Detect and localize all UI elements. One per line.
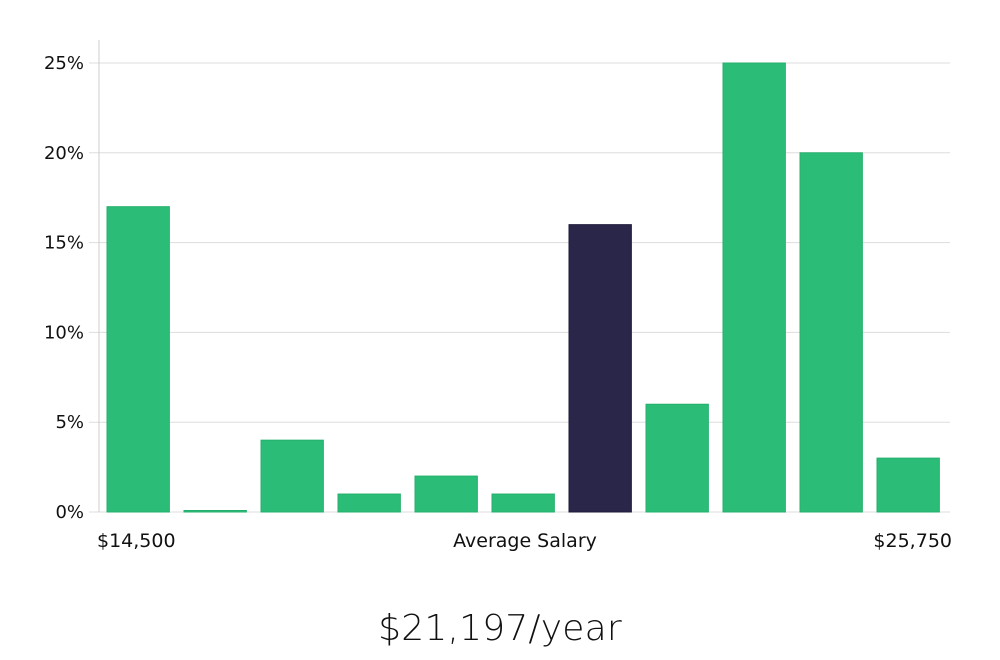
y-tick-label: 25% [44, 53, 84, 74]
bar [337, 493, 401, 513]
bar [799, 152, 863, 513]
bar [645, 403, 709, 513]
bar [491, 493, 555, 513]
y-tick-label: 10% [44, 322, 84, 343]
y-tick-label: 0% [55, 502, 84, 523]
x-min-label: $14,500 [97, 530, 176, 552]
average-salary-label: $21,197/year [378, 608, 622, 649]
y-tick-labels: 0% 5% 10% 15% 20% 25% [44, 53, 84, 523]
y-tick-label: 5% [55, 412, 84, 433]
bar [260, 439, 324, 513]
bar-highlighted [568, 224, 632, 513]
bar [876, 457, 940, 513]
bar [414, 475, 478, 513]
y-tick-label: 20% [44, 143, 84, 164]
x-axis-labels: $14,500 Average Salary $25,750 [97, 530, 952, 552]
x-max-label: $25,750 [873, 530, 952, 552]
y-tick-label: 15% [44, 233, 84, 254]
bar [106, 206, 170, 513]
bar [722, 62, 786, 513]
x-axis-title: Average Salary [453, 530, 597, 552]
bars [106, 62, 940, 513]
bar [183, 510, 247, 513]
